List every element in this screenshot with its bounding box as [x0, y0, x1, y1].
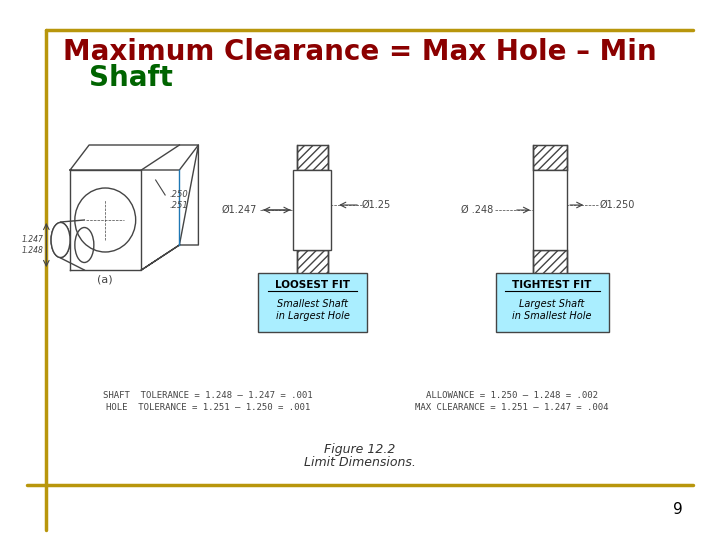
- Bar: [297, 250, 328, 275]
- Text: Figure 12.2: Figure 12.2: [324, 443, 396, 456]
- Text: TIGHTEST FIT: TIGHTEST FIT: [513, 280, 592, 290]
- Text: Smallest Shaft
in Largest Hole: Smallest Shaft in Largest Hole: [276, 299, 349, 321]
- Text: 9: 9: [673, 503, 683, 517]
- Bar: [533, 250, 567, 275]
- Text: SHAFT  TOLERANCE = 1.248 – 1.247 = .001: SHAFT TOLERANCE = 1.248 – 1.247 = .001: [103, 390, 312, 400]
- Text: ALLOWANCE = 1.250 – 1.248 = .002: ALLOWANCE = 1.250 – 1.248 = .002: [426, 390, 598, 400]
- FancyBboxPatch shape: [258, 273, 366, 332]
- Bar: [533, 145, 567, 170]
- Text: MAX CLEARANCE = 1.251 – 1.247 = .004: MAX CLEARANCE = 1.251 – 1.247 = .004: [415, 402, 609, 411]
- FancyBboxPatch shape: [496, 273, 609, 332]
- Bar: [297, 250, 328, 275]
- Bar: [533, 170, 567, 250]
- Text: Maximum Clearance = Max Hole – Min: Maximum Clearance = Max Hole – Min: [63, 38, 657, 66]
- Ellipse shape: [51, 222, 70, 258]
- Text: LOOSEST FIT: LOOSEST FIT: [275, 280, 350, 290]
- Text: .250
.251: .250 .251: [170, 190, 189, 210]
- Text: Ø1.247: Ø1.247: [222, 205, 257, 215]
- Text: 1.247
1.248: 1.247 1.248: [22, 235, 43, 255]
- Bar: [533, 250, 567, 275]
- Text: (a): (a): [97, 275, 113, 285]
- Text: Largest Shaft
in Smallest Hole: Largest Shaft in Smallest Hole: [512, 299, 592, 321]
- Bar: [297, 145, 328, 170]
- Bar: [294, 170, 331, 250]
- Text: Shaft: Shaft: [89, 64, 173, 92]
- Text: Ø1.25: Ø1.25: [362, 200, 391, 210]
- Text: Ø .248: Ø .248: [461, 205, 493, 215]
- Text: (c): (c): [528, 272, 544, 282]
- Text: HOLE  TOLERANCE = 1.251 – 1.250 = .001: HOLE TOLERANCE = 1.251 – 1.250 = .001: [106, 402, 310, 411]
- Text: Ø1.250: Ø1.250: [600, 200, 635, 210]
- Text: Limit Dimensions.: Limit Dimensions.: [304, 456, 416, 469]
- Bar: [533, 145, 567, 170]
- Bar: [297, 145, 328, 170]
- Text: (b): (b): [305, 272, 320, 282]
